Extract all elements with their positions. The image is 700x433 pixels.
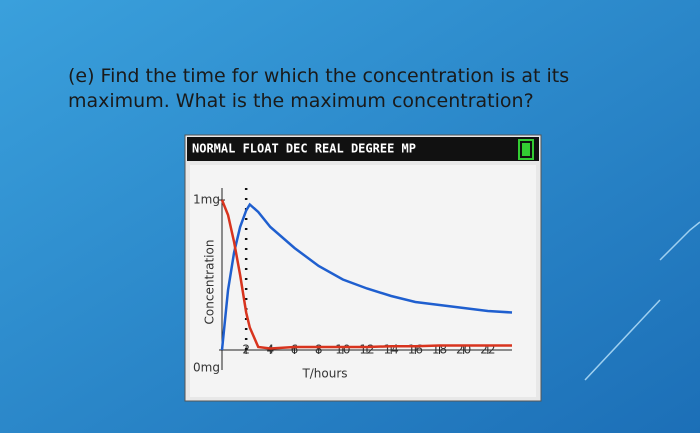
question-line: maximum. What is the maximum concentrati…: [68, 90, 534, 112]
x-axis-label: T/hours: [301, 367, 347, 381]
status-text: NORMAL FLOAT DEC REAL DEGREE MP: [192, 142, 416, 156]
decor-line: [659, 221, 700, 261]
y-tick-label: 0mg: [193, 361, 220, 375]
y-tick-label: 1mg: [193, 193, 220, 207]
decor-line: [584, 299, 661, 381]
x-tick-label: 16: [408, 343, 423, 357]
series-line: [220, 202, 513, 351]
x-tick-label: 12: [359, 343, 374, 357]
y-axis-label: Concentration: [203, 240, 217, 325]
question-line: (e) Find the time for which the concentr…: [68, 65, 569, 87]
status-bar: [187, 137, 539, 161]
x-tick-label: 10: [335, 343, 350, 357]
x-tick-label: 14: [384, 343, 399, 357]
x-tick-label: 6: [291, 343, 299, 357]
battery-level: [522, 143, 530, 156]
plot-area: [190, 165, 536, 397]
x-tick-label: 8: [315, 343, 323, 357]
series-line: [220, 199, 512, 350]
